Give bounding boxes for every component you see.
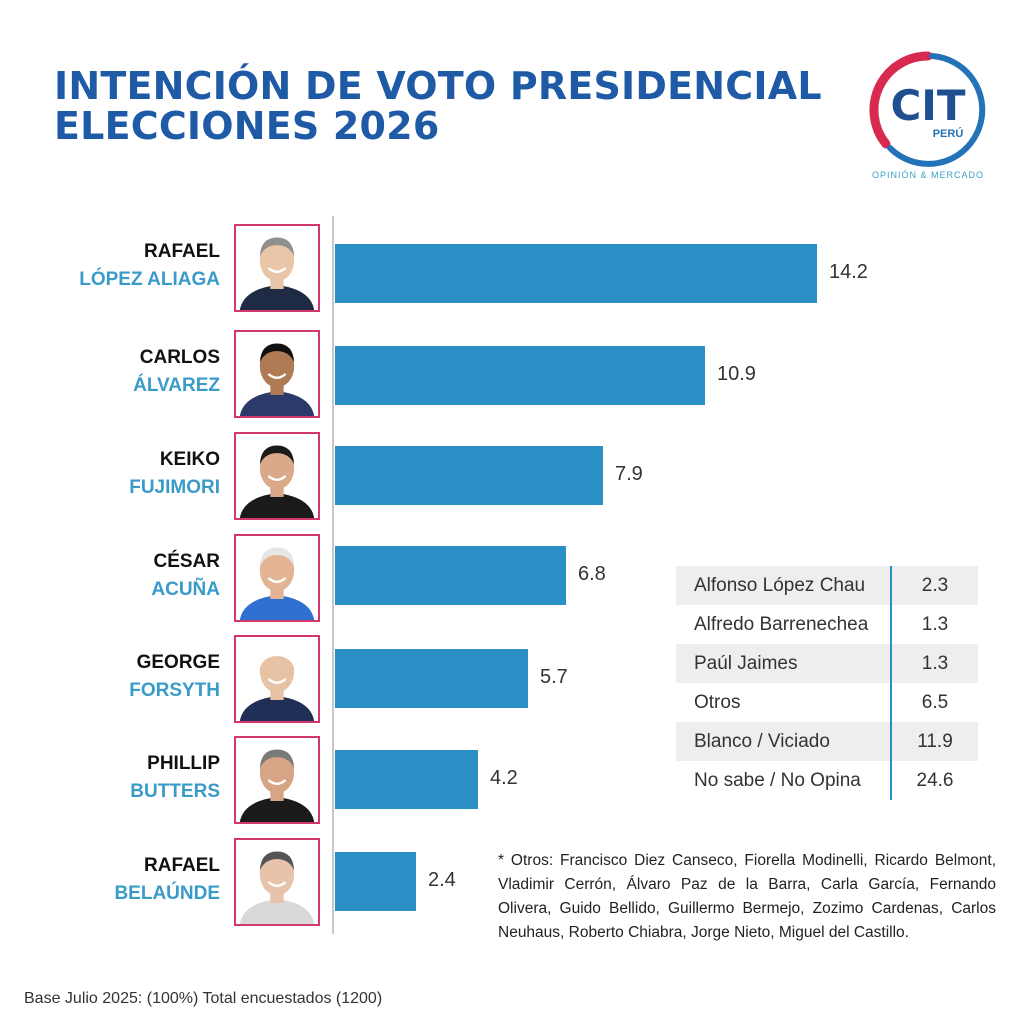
candidate-first-name: CÉSAR — [153, 551, 220, 572]
candidate-first-name: KEIKO — [159, 449, 220, 470]
candidate-name: RAFAEL LÓPEZ ALIAGA — [10, 238, 220, 294]
candidate-first-name: CARLOS — [139, 347, 220, 368]
portrait-icon — [236, 434, 318, 518]
candidate-last-name: FUJIMORI — [129, 477, 220, 498]
data-label: 10.9 — [717, 363, 756, 385]
candidate-name: PHILLIP BUTTERS — [10, 750, 220, 806]
portrait-icon — [236, 840, 318, 924]
candidate-name: CARLOS ÁLVAREZ — [10, 344, 220, 400]
candidate-name: RAFAEL BELAÚNDE — [10, 852, 220, 908]
table-cell-value: 1.3 — [890, 644, 978, 683]
candidate-row: GEORGE FORSYTH 5.7 — [0, 635, 1024, 725]
data-label: 7.9 — [615, 463, 643, 485]
table-cell-label: Paúl Jaimes — [694, 652, 798, 674]
portrait-icon — [236, 738, 318, 822]
table-cell-label: Otros — [694, 691, 741, 713]
candidate-photo — [234, 432, 320, 520]
candidate-photo — [234, 330, 320, 418]
candidate-last-name: ACUÑA — [151, 579, 220, 600]
candidate-last-name: ÁLVAREZ — [133, 375, 220, 396]
page-title: INTENCIÓN DE VOTO PRESIDENCIAL ELECCIONE… — [54, 66, 822, 146]
candidate-row: RAFAEL BELAÚNDE 2.4 — [0, 838, 1024, 928]
logo-tagline: OPINIÓN & MERCADO — [871, 170, 984, 180]
candidate-photo — [234, 635, 320, 723]
table-row: Paúl Jaimes 1.3 — [676, 644, 978, 683]
other-results-table: Alfonso López Chau 2.3 Alfredo Barrenechea… — [676, 566, 978, 800]
candidate-first-name: GEORGE — [136, 652, 220, 673]
candidate-row: RAFAEL LÓPEZ ALIAGA 14.2 — [0, 224, 1024, 314]
cit-logo-icon: CIT PERÚ — [869, 51, 986, 167]
data-bar — [335, 546, 566, 605]
candidate-first-name: RAFAEL — [144, 241, 220, 262]
chart-axis-line — [332, 216, 334, 934]
candidate-row: CÉSAR ACUÑA 6.8 — [0, 534, 1024, 624]
table-cell-value: 24.6 — [890, 761, 978, 800]
table-cell-value: 1.3 — [890, 605, 978, 644]
table-row: Alfonso López Chau 2.3 — [676, 566, 978, 605]
candidate-row: KEIKO FUJIMORI 7.9 — [0, 432, 1024, 522]
table-cell-value: 6.5 — [890, 683, 978, 722]
logo-text: CIT — [890, 81, 965, 130]
candidate-last-name: LÓPEZ ALIAGA — [79, 269, 220, 290]
data-label: 5.7 — [540, 666, 568, 688]
portrait-icon — [236, 332, 318, 416]
table-cell-label: Alfonso López Chau — [694, 574, 866, 596]
cit-logo: CIT PERÚ OPINIÓN & MERCADO — [866, 50, 990, 186]
candidate-last-name: BELAÚNDE — [114, 883, 220, 904]
portrait-icon — [236, 226, 318, 310]
portrait-icon — [236, 637, 318, 721]
candidate-name: CÉSAR ACUÑA — [10, 548, 220, 604]
data-label: 4.2 — [490, 767, 518, 789]
candidate-row: PHILLIP BUTTERS 4.2 — [0, 736, 1024, 826]
candidate-last-name: BUTTERS — [130, 781, 220, 802]
data-bar — [335, 852, 416, 911]
table-row: Otros 6.5 — [676, 683, 978, 722]
candidate-name: KEIKO FUJIMORI — [10, 446, 220, 502]
table-row: Blanco / Viciado 11.9 — [676, 722, 978, 761]
logo-country: PERÚ — [933, 127, 964, 140]
table-cell-value: 11.9 — [890, 722, 978, 761]
table-cell-value: 2.3 — [890, 566, 978, 605]
data-bar — [335, 244, 817, 303]
title-line-1: INTENCIÓN DE VOTO PRESIDENCIAL — [54, 64, 822, 108]
data-label: 2.4 — [428, 869, 456, 891]
data-bar — [335, 750, 478, 809]
candidate-name: GEORGE FORSYTH — [10, 649, 220, 705]
candidate-photo — [234, 534, 320, 622]
candidate-photo — [234, 838, 320, 926]
table-cell-label: Alfredo Barrenechea — [694, 613, 869, 635]
candidate-photo — [234, 224, 320, 312]
table-row: No sabe / No Opina 24.6 — [676, 761, 978, 800]
candidate-photo — [234, 736, 320, 824]
candidate-row: CARLOS ÁLVAREZ 10.9 — [0, 330, 1024, 420]
portrait-icon — [236, 536, 318, 620]
data-bar — [335, 446, 603, 505]
data-label: 14.2 — [829, 261, 868, 283]
candidate-last-name: FORSYTH — [129, 680, 220, 701]
sample-base-note: Base Julio 2025: (100%) Total encuestado… — [24, 990, 383, 1007]
others-footnote: * Otros: Francisco Diez Canseco, Fiorell… — [498, 852, 996, 941]
table-cell-label: Blanco / Viciado — [694, 730, 830, 752]
candidate-first-name: PHILLIP — [147, 753, 220, 774]
data-bar — [335, 649, 528, 708]
title-line-2: ELECCIONES 2026 — [54, 104, 440, 148]
data-bar — [335, 346, 705, 405]
data-label: 6.8 — [578, 563, 606, 585]
table-row: Alfredo Barrenechea 1.3 — [676, 605, 978, 644]
candidate-first-name: RAFAEL — [144, 855, 220, 876]
table-cell-label: No sabe / No Opina — [694, 769, 861, 791]
